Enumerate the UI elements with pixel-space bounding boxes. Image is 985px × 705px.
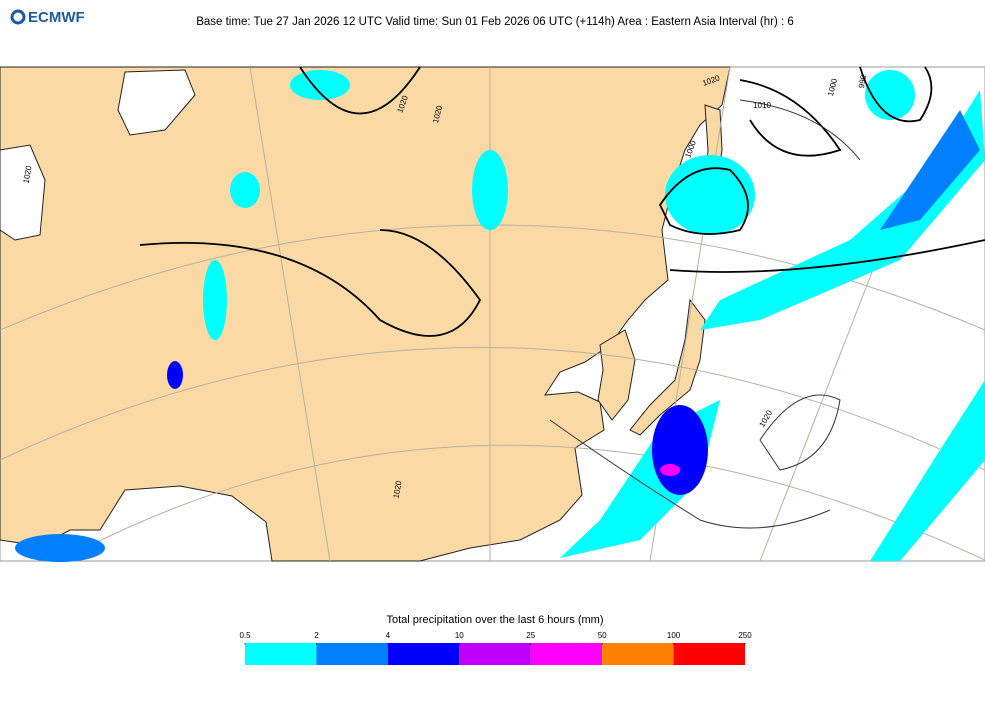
precip-area [167, 361, 183, 389]
precip-area [15, 534, 105, 562]
precipitation [15, 70, 985, 562]
header-title: Base time: Tue 27 Jan 2026 12 UTC Valid … [196, 16, 794, 28]
colorbar-segment [316, 643, 388, 665]
isobars [139, 66, 985, 337]
isobar-label: 1010 [753, 101, 771, 110]
precip-area [652, 405, 708, 495]
logo: ECMWF [10, 9, 85, 26]
land-korea [597, 329, 636, 421]
precip-area [203, 260, 227, 340]
precip-area [865, 70, 915, 120]
logo-icon [10, 9, 26, 25]
colorbar-tick-label: 25 [526, 631, 535, 640]
colorbar-segment [245, 643, 317, 665]
colorbar-tick-label: 4 [386, 631, 391, 640]
colorbar-tick-label: 0.5 [239, 631, 251, 640]
colorbar-segment [387, 643, 460, 665]
colorbar-segment [673, 643, 745, 665]
isobar-label: 1020 [22, 164, 34, 184]
arctic-sea [117, 69, 196, 136]
isobar-label: 990 [857, 74, 868, 89]
isobar-label: 1020 [392, 479, 404, 499]
precip-area [665, 155, 755, 235]
colorbar-tick-label: 50 [598, 631, 607, 640]
precip-area [880, 110, 980, 230]
colorbar-segment [530, 643, 603, 665]
precip-area [472, 150, 508, 230]
colorbar-tick-label: 100 [667, 631, 681, 640]
colorbar-tick-label: 10 [455, 631, 464, 640]
logo-text: ECMWF [28, 9, 85, 26]
precip-area [660, 464, 680, 476]
colorbar: 0.5 2 4 10 25 50 100 250 [239, 631, 752, 665]
colorbar-tick-label: 250 [738, 631, 752, 640]
caspian-white [0, 144, 46, 241]
colorbar-title: Total precipitation over the last 6 hour… [386, 614, 603, 626]
precip-area [230, 172, 260, 208]
precip-area [870, 380, 985, 561]
colorbar-tick-label: 2 [314, 631, 319, 640]
colorbar-segment [459, 643, 531, 665]
precip-area [290, 70, 350, 100]
colorbar-segment [602, 643, 674, 665]
isobars-thin [549, 99, 861, 529]
